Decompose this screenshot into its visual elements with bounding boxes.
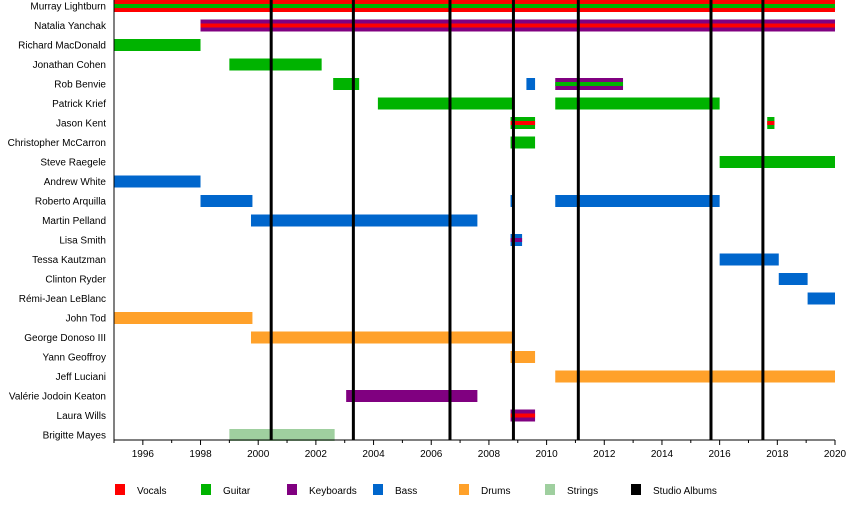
- member-label: Christopher McCarron: [8, 138, 106, 149]
- legend-swatch: [201, 484, 211, 495]
- member-bar: [250, 331, 514, 344]
- legend-label: Studio Albums: [653, 486, 717, 497]
- member-label: Jeff Luciani: [56, 372, 106, 383]
- member-label: Rob Benvie: [54, 80, 106, 91]
- member-bar: [250, 214, 478, 227]
- member-label: Rémi-Jean LeBlanc: [19, 294, 106, 305]
- member-bar-stripe: [510, 413, 536, 418]
- member-bar: [114, 39, 201, 51]
- member-bar: [229, 429, 335, 441]
- member-bar: [510, 351, 536, 363]
- member-label: George Donoso III: [24, 333, 106, 344]
- legend-label: Guitar: [223, 486, 251, 497]
- member-bar-stripe: [510, 238, 523, 242]
- member-label: Jonathan Cohen: [33, 60, 106, 71]
- x-tick-label: 2006: [420, 449, 443, 460]
- member-bar-stripe: [200, 23, 835, 28]
- member-bar: [807, 292, 835, 305]
- member-label: Roberto Arquilla: [35, 197, 107, 208]
- legend-label: Drums: [481, 486, 510, 497]
- legend-swatch: [115, 484, 125, 495]
- member-bar-stripe: [114, 4, 835, 8]
- legend-label: Strings: [567, 486, 598, 497]
- legend-label: Keyboards: [309, 486, 357, 497]
- member-label: Lisa Smith: [59, 236, 106, 247]
- member-bar: [200, 195, 253, 207]
- member-label: Martin Pelland: [42, 216, 106, 227]
- legend-swatch: [631, 484, 641, 495]
- member-label: Steve Raegele: [40, 158, 106, 169]
- member-bar: [719, 253, 779, 266]
- member-bar: [555, 195, 720, 207]
- legend-label: Vocals: [137, 486, 166, 497]
- member-label: Yann Geoffroy: [42, 353, 106, 364]
- member-bar: [229, 58, 322, 71]
- member-bar: [555, 370, 835, 383]
- member-bar: [510, 136, 536, 149]
- x-tick-label: 2012: [593, 449, 616, 460]
- member-bar-stripe: [767, 121, 775, 125]
- member-label: Natalia Yanchak: [34, 21, 107, 32]
- member-label: Clinton Ryder: [45, 275, 106, 286]
- x-tick-label: 2014: [651, 449, 674, 460]
- member-bar: [555, 97, 720, 110]
- member-label: Richard MacDonald: [18, 41, 106, 52]
- member-bar: [114, 175, 201, 188]
- legend-label: Bass: [395, 486, 417, 497]
- member-label: Laura Wills: [57, 411, 106, 422]
- member-bar: [333, 78, 360, 90]
- x-tick-label: 2018: [766, 449, 789, 460]
- member-bar: [114, 312, 253, 324]
- x-tick-label: 1998: [189, 449, 212, 460]
- legend-swatch: [459, 484, 469, 495]
- member-bar-stripe: [555, 82, 624, 86]
- legend-swatch: [545, 484, 555, 495]
- x-tick-label: 2008: [478, 449, 501, 460]
- member-label: Andrew White: [44, 177, 107, 188]
- member-bar-stripe: [510, 121, 536, 125]
- member-bar: [346, 390, 478, 402]
- legend-swatch: [373, 484, 383, 495]
- member-label: Brigitte Mayes: [43, 431, 106, 442]
- x-tick-label: 2020: [824, 449, 847, 460]
- member-label: Jason Kent: [56, 119, 106, 130]
- x-tick-label: 2004: [362, 449, 385, 460]
- member-label: Patrick Krief: [52, 99, 106, 110]
- x-tick-label: 2016: [709, 449, 732, 460]
- member-label: Tessa Kautzman: [32, 255, 106, 266]
- member-bar: [719, 156, 835, 168]
- member-bar: [778, 273, 808, 285]
- x-tick-label: 2002: [305, 449, 328, 460]
- member-label: John Tod: [66, 314, 106, 325]
- x-tick-label: 2000: [247, 449, 270, 460]
- x-tick-label: 2010: [535, 449, 558, 460]
- member-label: Murray Lightburn: [30, 2, 106, 13]
- member-label: Valérie Jodoin Keaton: [9, 392, 106, 403]
- member-bar: [377, 97, 514, 110]
- x-tick-label: 1996: [132, 449, 155, 460]
- legend-swatch: [287, 484, 297, 495]
- member-bar: [526, 78, 536, 90]
